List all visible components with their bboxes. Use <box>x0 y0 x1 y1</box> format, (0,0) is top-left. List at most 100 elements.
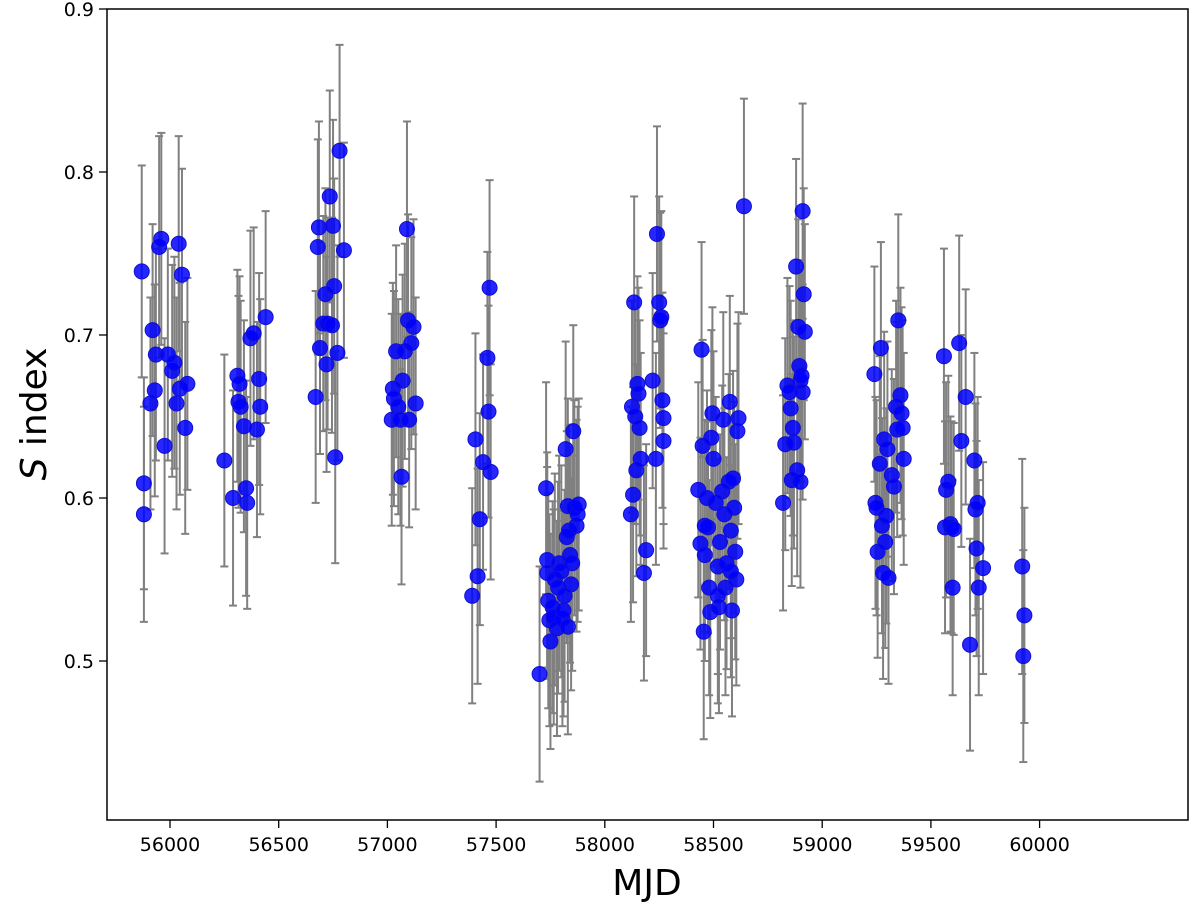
data-point <box>796 323 813 340</box>
data-point <box>166 354 183 371</box>
data-point <box>325 217 342 234</box>
data-point <box>216 452 233 469</box>
data-point <box>403 335 420 352</box>
x-axis-ticks: 56000 56500 57000 57500 58000 58500 59000 59500… <box>140 820 1070 856</box>
data-point <box>962 636 979 653</box>
x-tick-label: 56500 <box>248 834 308 856</box>
data-point <box>693 341 710 358</box>
x-tick-label: 59000 <box>792 834 852 856</box>
data-point <box>248 421 265 438</box>
data-point <box>156 437 173 454</box>
data-point <box>944 579 961 596</box>
data-point <box>542 633 559 650</box>
data-point <box>471 511 488 528</box>
data-point <box>407 395 424 412</box>
y-tick-label: 0.9 <box>64 0 94 21</box>
data-point <box>705 450 722 467</box>
data-point <box>940 473 957 490</box>
data-point <box>335 242 352 259</box>
data-point <box>975 560 992 577</box>
data-point <box>318 356 335 373</box>
data-point <box>146 382 163 399</box>
data-point <box>1016 607 1033 624</box>
data-point <box>135 506 152 523</box>
data-point <box>238 480 255 497</box>
data-point <box>709 587 726 604</box>
data-point <box>696 517 713 534</box>
data-point <box>638 542 655 559</box>
data-point <box>966 452 983 469</box>
data-point <box>329 344 346 361</box>
data-point <box>785 434 802 451</box>
data-point <box>727 543 744 560</box>
data-point <box>794 384 811 401</box>
data-point <box>703 429 720 446</box>
data-point <box>570 496 587 513</box>
y-tick-label: 0.7 <box>64 325 94 347</box>
data-point <box>647 450 664 467</box>
y-tick-label: 0.8 <box>64 162 94 184</box>
x-tick-label: 57000 <box>357 834 417 856</box>
data-point <box>795 286 812 303</box>
data-point <box>565 423 582 440</box>
data-point <box>655 410 672 427</box>
data-point <box>177 419 194 436</box>
x-tick-label: 58500 <box>683 834 743 856</box>
data-point <box>327 449 344 466</box>
y-axis-label-symbol: S <box>14 458 55 481</box>
data-point <box>696 547 713 564</box>
data-point <box>559 618 576 635</box>
data-point <box>323 317 340 334</box>
data-point <box>871 455 888 472</box>
data-point <box>635 564 652 581</box>
data-point <box>895 450 912 467</box>
data-point <box>655 432 672 449</box>
data-point <box>726 499 743 516</box>
data-point <box>735 198 752 215</box>
data-point <box>531 666 548 683</box>
data-point <box>1014 558 1031 575</box>
data-point <box>626 294 643 311</box>
data-point <box>393 468 410 485</box>
data-point <box>401 411 418 428</box>
data-point <box>890 312 907 329</box>
data-point <box>695 623 712 640</box>
data-point <box>877 534 894 551</box>
data-point <box>245 325 262 342</box>
data-point <box>390 398 407 415</box>
data-point <box>969 494 986 511</box>
data-point <box>331 142 348 159</box>
data-point <box>235 418 252 435</box>
data-point <box>793 367 810 384</box>
data-point <box>712 534 729 551</box>
data-point <box>872 340 889 357</box>
data-point <box>309 238 326 255</box>
y-axis-label-text: index <box>14 348 55 458</box>
data-point <box>557 441 574 458</box>
data-point <box>631 419 648 436</box>
data-point <box>725 470 742 487</box>
data-point <box>321 188 338 205</box>
data-point <box>893 405 910 422</box>
data-point <box>945 520 962 537</box>
data-point <box>644 372 661 389</box>
data-point <box>879 441 896 458</box>
x-tick-label: 60000 <box>1009 834 1069 856</box>
data-point <box>866 366 883 383</box>
data-point <box>775 494 792 511</box>
data-point <box>168 395 185 412</box>
data-point <box>312 340 329 357</box>
data-point <box>257 309 274 326</box>
data-point <box>173 266 190 283</box>
data-point <box>310 219 327 236</box>
data-point <box>784 419 801 436</box>
data-point <box>970 579 987 596</box>
data-point <box>794 203 811 220</box>
data-point <box>133 263 150 280</box>
data-point <box>622 506 639 523</box>
data-point <box>179 375 196 392</box>
data-point <box>625 486 642 503</box>
data-point <box>730 410 747 427</box>
x-tick-label: 58000 <box>575 834 635 856</box>
data-point <box>968 540 985 557</box>
